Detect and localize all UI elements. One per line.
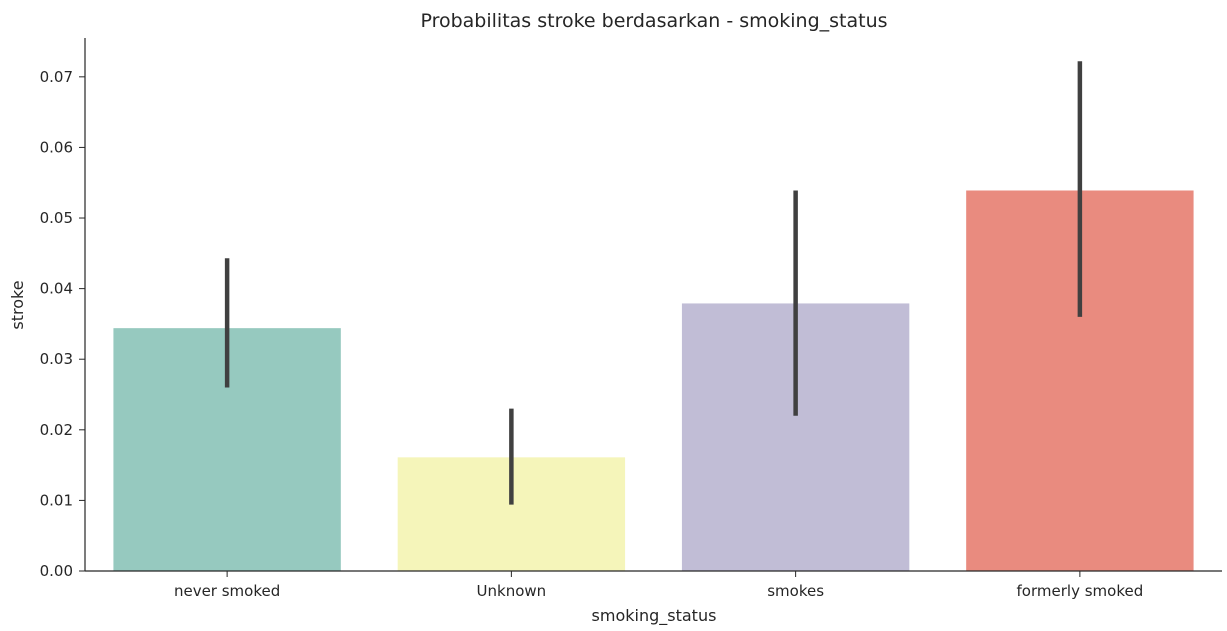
error-bars-group bbox=[224, 61, 1083, 505]
x-tick-label: never smoked bbox=[174, 582, 280, 600]
y-tick-label: 0.04 bbox=[40, 280, 73, 298]
x-tick-label: Unknown bbox=[477, 582, 547, 600]
x-axis: never smoked Unknown smokes formerly smoked bbox=[85, 570, 1222, 600]
chart-title: Probabilitas stroke berdasarkan - smokin… bbox=[420, 10, 887, 32]
y-axis-label: stroke bbox=[8, 280, 27, 329]
x-tick-label: smokes bbox=[767, 582, 824, 600]
y-tick-label: 0.02 bbox=[40, 421, 73, 439]
y-tick-label: 0.03 bbox=[40, 350, 73, 368]
x-tick-label: formerly smoked bbox=[1017, 582, 1144, 600]
bars-group bbox=[113, 190, 1194, 571]
y-tick-label: 0.06 bbox=[40, 138, 73, 156]
y-tick-label: 0.01 bbox=[40, 491, 73, 509]
y-axis: 0.00 0.01 0.02 0.03 0.04 0.05 0.06 0.07 bbox=[40, 38, 86, 580]
y-tick-label: 0.00 bbox=[40, 562, 73, 580]
y-tick-label: 0.05 bbox=[40, 209, 73, 227]
x-axis-label: smoking_status bbox=[592, 606, 717, 626]
y-tick-label: 0.07 bbox=[40, 68, 73, 86]
